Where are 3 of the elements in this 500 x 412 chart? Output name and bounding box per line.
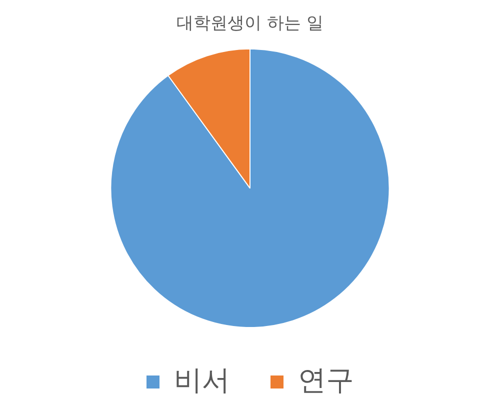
legend-label: 비서 [174,363,230,396]
chart-title: 대학원생이 하는 일 [176,14,324,34]
legend-label: 연구 [298,363,354,396]
